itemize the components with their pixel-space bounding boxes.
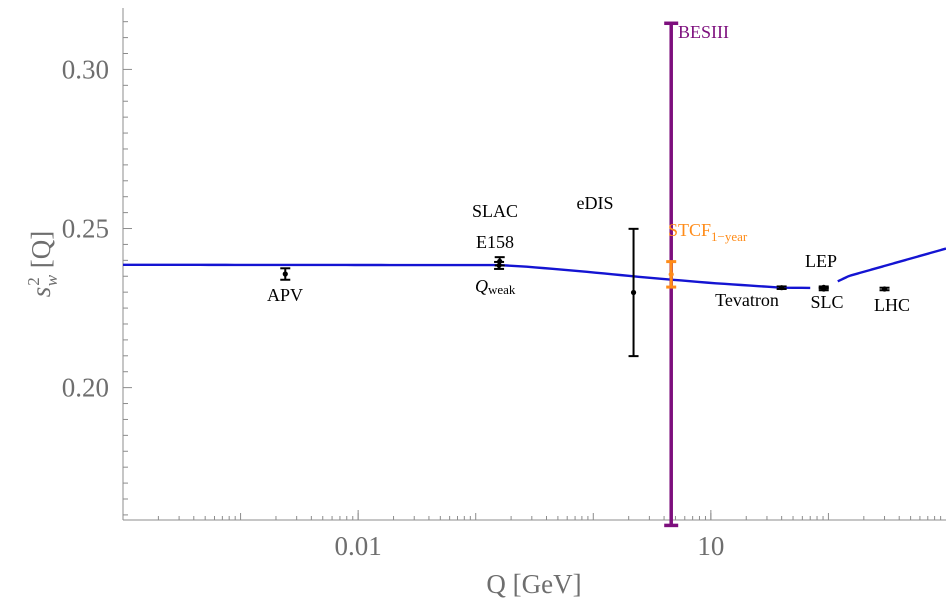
measurement-lhc <box>879 286 890 292</box>
data-labels: BESIII STCF1−year SLAC E158 Qweak eDIS A… <box>267 22 910 315</box>
label-edis: eDIS <box>577 193 614 213</box>
y-axis-title-sup: 2 <box>24 277 43 286</box>
running-curve <box>123 247 946 290</box>
label-tevatron: Tevatron <box>715 290 779 310</box>
label-lhc: LHC <box>874 295 910 315</box>
y-tick-label: 0.20 <box>62 373 109 403</box>
y-axis-title: s2w [Q] <box>24 231 61 298</box>
data-point <box>779 285 785 291</box>
x-tick-label: 10 <box>697 531 724 561</box>
measurement-tevatron <box>776 285 787 291</box>
measurement-slc <box>818 286 829 292</box>
label-stcf-sub: 1−year <box>711 229 748 244</box>
y-axis-title-sub: w <box>42 274 61 286</box>
x-tick-label: 0.01 <box>335 531 382 561</box>
y-axis-title-rest: [Q] <box>26 231 56 275</box>
label-besiii: BESIII <box>678 22 729 42</box>
label-stcf: STCF1−year <box>668 220 748 244</box>
data-point <box>881 286 888 292</box>
measurement-edis <box>628 227 639 358</box>
tick-labels: 0.01 10 0.20 0.25 0.30 <box>62 54 725 561</box>
x-axis-title: Q [GeV] <box>486 569 581 599</box>
major-ticks <box>357 510 712 520</box>
label-slac: SLAC <box>472 201 518 221</box>
data-point <box>668 271 674 277</box>
label-qweak-main: Q <box>475 276 488 296</box>
measurement-apv <box>280 267 291 281</box>
label-qweak: Qweak <box>475 276 516 297</box>
label-apv: APV <box>267 285 303 305</box>
minor-ticks <box>122 21 942 520</box>
data-point <box>496 262 502 269</box>
label-stcf-main: STCF <box>668 220 711 240</box>
label-slc: SLC <box>810 292 843 312</box>
running-curve-low <box>123 263 811 290</box>
measurement-stcf-1-year <box>666 260 677 289</box>
y-tick-label: 0.25 <box>62 214 109 244</box>
y-axis-title-base: s <box>26 287 56 298</box>
y-tick-label: 0.30 <box>62 54 109 84</box>
data-point <box>821 286 827 292</box>
label-qweak-sub: weak <box>488 282 516 297</box>
measurements <box>280 21 890 528</box>
data-point <box>282 271 288 277</box>
measurement-qweak <box>494 260 505 270</box>
data-point <box>630 289 637 296</box>
running-curve-high <box>837 247 946 283</box>
label-e158: E158 <box>476 232 514 252</box>
label-lep: LEP <box>805 251 837 271</box>
